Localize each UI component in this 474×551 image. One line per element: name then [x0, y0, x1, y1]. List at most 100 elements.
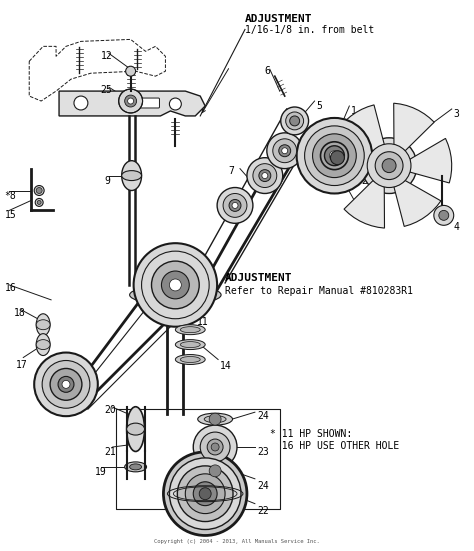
Text: 7: 7 [228, 166, 234, 176]
Circle shape [199, 488, 211, 500]
Circle shape [223, 193, 247, 217]
Text: 2: 2 [361, 176, 367, 186]
Text: ADJUSTMENT: ADJUSTMENT [225, 273, 292, 283]
Polygon shape [410, 138, 452, 183]
Circle shape [123, 93, 138, 109]
Polygon shape [59, 91, 205, 116]
Circle shape [267, 133, 302, 169]
Ellipse shape [198, 465, 233, 477]
Text: 12: 12 [101, 51, 112, 61]
Text: ADJUSTMENT: ADJUSTMENT [245, 14, 312, 24]
Text: Copyright (c) 2004 - 2013, All Manuals Service Inc.: Copyright (c) 2004 - 2013, All Manuals S… [154, 539, 320, 544]
Text: 25: 25 [101, 85, 112, 95]
Ellipse shape [175, 339, 205, 349]
Ellipse shape [127, 407, 145, 451]
Text: 20: 20 [105, 405, 117, 415]
Circle shape [375, 152, 403, 180]
Circle shape [169, 279, 182, 291]
Circle shape [273, 139, 297, 163]
Circle shape [211, 443, 219, 451]
Text: 4: 4 [454, 222, 460, 233]
Circle shape [259, 170, 271, 181]
Ellipse shape [127, 423, 145, 435]
Ellipse shape [36, 314, 50, 336]
Circle shape [329, 151, 339, 161]
Circle shape [34, 353, 98, 416]
Ellipse shape [180, 356, 200, 363]
Text: *8: *8 [4, 191, 16, 201]
Text: 10: 10 [200, 263, 212, 273]
Text: * 11 HP SHOWN:
  16 HP USE OTHER HOLE: * 11 HP SHOWN: 16 HP USE OTHER HOLE [270, 429, 399, 451]
Circle shape [369, 146, 409, 186]
Text: 16: 16 [4, 283, 16, 293]
Text: 18: 18 [14, 308, 26, 318]
Circle shape [50, 369, 82, 400]
Circle shape [229, 199, 241, 212]
FancyBboxPatch shape [139, 98, 159, 108]
Circle shape [247, 158, 283, 193]
Circle shape [152, 261, 199, 309]
Ellipse shape [180, 327, 200, 333]
Circle shape [164, 452, 247, 536]
Circle shape [162, 271, 189, 299]
Circle shape [125, 95, 137, 107]
Circle shape [58, 376, 74, 392]
Circle shape [169, 98, 182, 110]
Text: 21: 21 [105, 447, 117, 457]
Circle shape [434, 206, 454, 225]
Text: 22: 22 [257, 506, 269, 516]
Circle shape [209, 465, 221, 477]
Circle shape [193, 482, 217, 506]
Text: 19: 19 [95, 467, 107, 477]
Circle shape [361, 138, 417, 193]
Circle shape [253, 164, 277, 187]
Circle shape [34, 186, 44, 196]
Circle shape [185, 474, 225, 514]
Text: 23: 23 [257, 447, 269, 457]
Ellipse shape [175, 325, 205, 334]
Text: 9: 9 [105, 176, 110, 186]
Circle shape [217, 187, 253, 223]
Circle shape [62, 380, 70, 388]
Text: 1: 1 [351, 106, 357, 116]
Ellipse shape [36, 320, 50, 329]
Circle shape [193, 425, 237, 469]
Text: 24: 24 [257, 481, 269, 491]
Text: 3: 3 [454, 109, 460, 119]
Ellipse shape [204, 467, 226, 474]
Circle shape [382, 159, 396, 172]
Circle shape [128, 98, 134, 104]
Text: Refer to Repair Manual #810283R1: Refer to Repair Manual #810283R1 [225, 286, 413, 296]
Text: 26: 26 [356, 204, 368, 214]
Ellipse shape [204, 415, 226, 423]
Circle shape [37, 201, 41, 204]
Text: 11: 11 [197, 317, 209, 327]
Circle shape [232, 202, 238, 208]
Ellipse shape [122, 161, 142, 191]
Text: 17: 17 [16, 359, 28, 370]
Ellipse shape [122, 171, 142, 181]
Circle shape [297, 118, 372, 193]
Circle shape [312, 134, 356, 177]
Circle shape [367, 144, 411, 187]
Text: 24: 24 [257, 411, 269, 421]
Polygon shape [344, 181, 384, 228]
Circle shape [36, 187, 42, 193]
Circle shape [207, 439, 223, 455]
Text: 13: 13 [39, 397, 51, 407]
Circle shape [330, 151, 345, 165]
Circle shape [286, 112, 304, 130]
Circle shape [177, 466, 233, 522]
Circle shape [200, 432, 230, 462]
Circle shape [74, 96, 88, 110]
Ellipse shape [36, 339, 50, 349]
Text: 5: 5 [317, 101, 322, 111]
Circle shape [35, 198, 43, 207]
Polygon shape [337, 105, 384, 151]
Circle shape [279, 145, 291, 156]
Polygon shape [394, 181, 441, 226]
Polygon shape [327, 148, 368, 193]
Ellipse shape [198, 413, 233, 425]
Circle shape [262, 172, 268, 179]
Circle shape [126, 66, 136, 76]
